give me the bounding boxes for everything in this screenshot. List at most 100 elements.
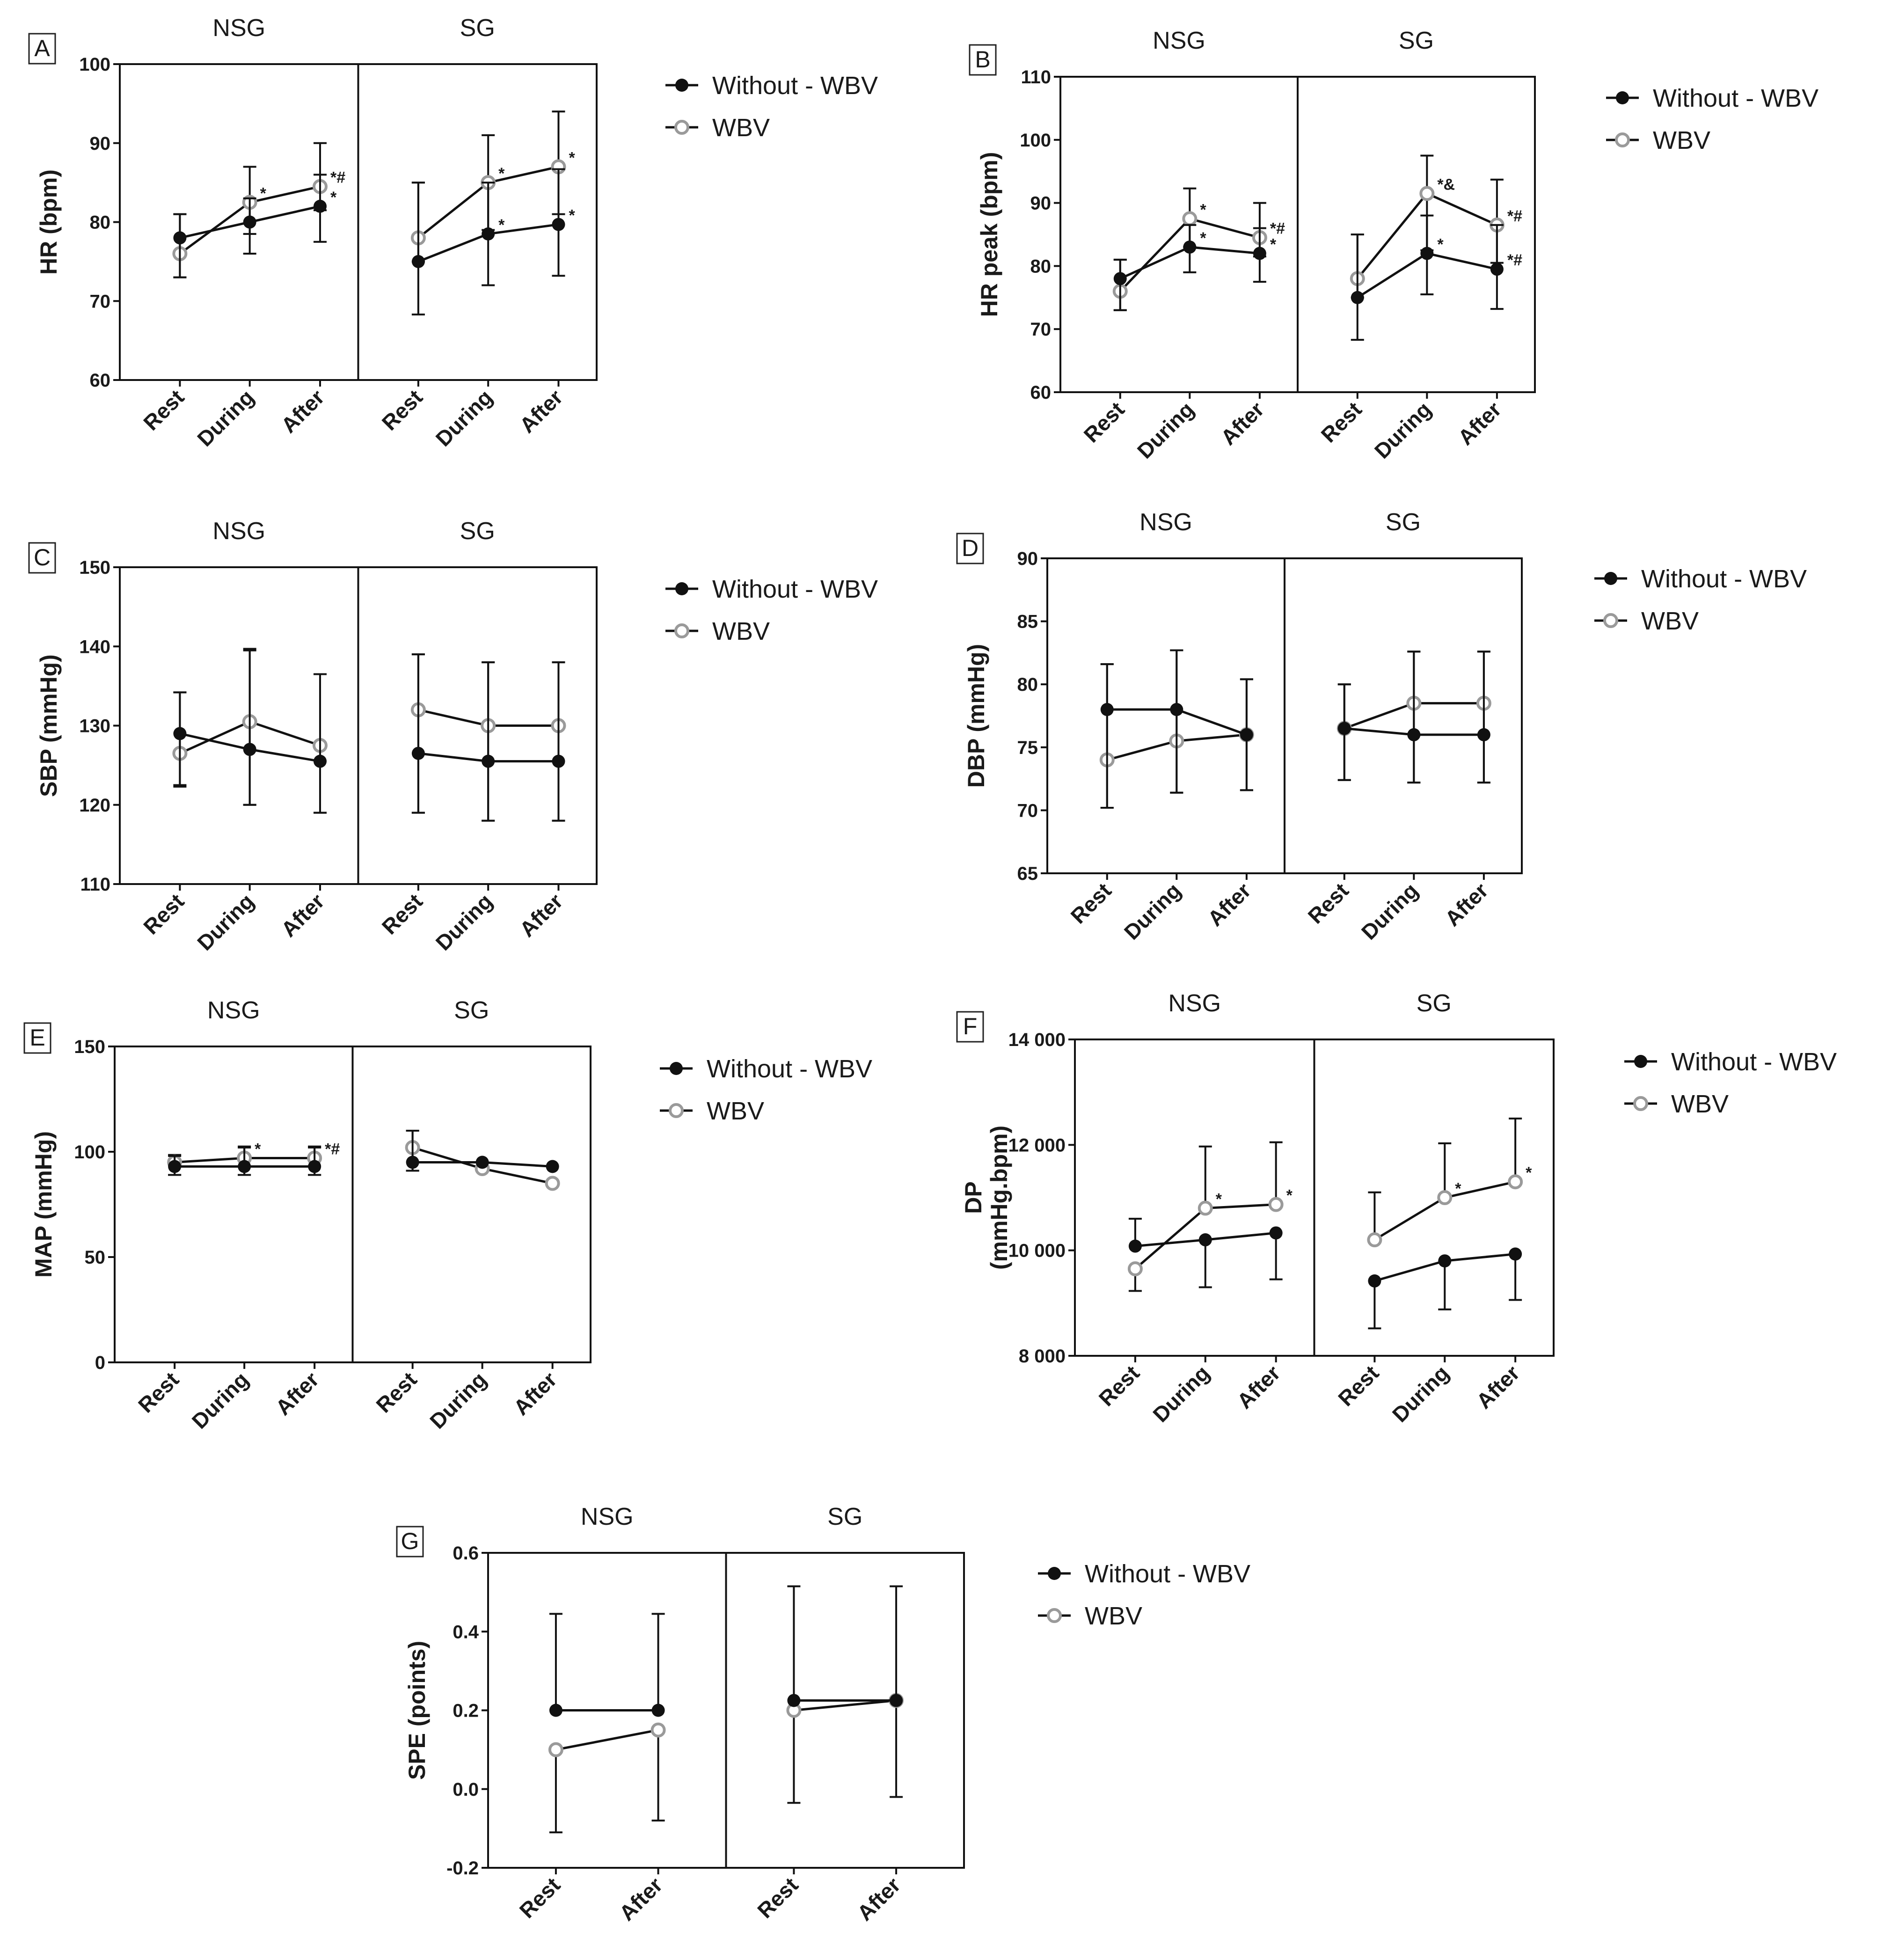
x-tick-label-rest: Rest — [515, 1872, 565, 1923]
group-title-sg: SG — [827, 1503, 862, 1530]
legend-label-without-wbv: Without - WBV — [712, 72, 878, 100]
legend-marker-wbv — [1615, 132, 1630, 147]
data-point-without-wbv — [238, 1160, 251, 1173]
panel-label-box — [956, 1011, 984, 1043]
y-tick-label: 100 — [79, 54, 110, 75]
series-without-wbv-sg — [1337, 651, 1490, 784]
x-tick-label-rest: Rest — [752, 1872, 803, 1923]
significance-marker: * — [569, 149, 575, 167]
x-tick-label-after: After — [515, 889, 568, 942]
data-point-wbv — [650, 1722, 666, 1738]
data-point-without-wbv — [1269, 1226, 1283, 1240]
y-tick-label: 65 — [1017, 863, 1038, 884]
data-point-without-wbv — [549, 1704, 562, 1717]
y-axis-label-unit: (mmHg.bpm) — [986, 1126, 1012, 1270]
data-point-without-wbv — [168, 1160, 182, 1173]
series-without-wbv-nsg — [168, 1147, 321, 1176]
data-point-without-wbv — [173, 727, 187, 740]
y-tick-label: 75 — [1017, 738, 1038, 758]
group-title-nsg: NSG — [1139, 509, 1192, 536]
significance-marker: * — [1286, 1187, 1293, 1205]
data-point-without-wbv — [1438, 1254, 1452, 1268]
series-without-wbv-nsg — [173, 649, 327, 814]
x-tick-label-rest: Rest — [1333, 1360, 1383, 1411]
data-point-without-wbv — [406, 1156, 419, 1169]
x-tick-label-after: After — [515, 385, 568, 438]
legend-label-without-wbv: Without - WBV — [1085, 1560, 1250, 1588]
data-point-without-wbv — [173, 231, 187, 245]
legend-label-wbv: WBV — [1653, 126, 1710, 154]
x-tick-label-rest: Rest — [377, 889, 427, 939]
significance-marker: *# — [1507, 207, 1522, 225]
legend-marker-without-wbv — [675, 79, 688, 92]
series-without-wbv-sg — [1368, 1247, 1522, 1330]
x-tick-label-after: After — [271, 1367, 324, 1420]
series-wbv-sg: ** — [1367, 1118, 1532, 1248]
significance-marker: * — [1526, 1164, 1532, 1182]
legend-label-without-wbv: Without - WBV — [707, 1055, 872, 1083]
y-tick-label: 130 — [79, 716, 110, 737]
y-axis-label: SBP (mmHg) — [36, 654, 62, 797]
y-axis-label: MAP (mmHg) — [30, 1131, 57, 1278]
x-tick-label-after: After — [1216, 397, 1269, 450]
data-point-wbv — [1182, 211, 1198, 227]
group-title-sg: SG — [454, 997, 489, 1024]
panel-label: G — [401, 1528, 419, 1554]
y-tick-label: 90 — [1017, 549, 1038, 569]
series-without-wbv-sg: ** — [411, 168, 575, 315]
group-title-sg: SG — [460, 518, 495, 545]
series-without-wbv-sg — [411, 653, 565, 822]
significance-marker: * — [1455, 1180, 1461, 1198]
x-tick-label-after: After — [1472, 1360, 1525, 1413]
x-tick-label-after: After — [276, 889, 329, 942]
x-tick-label-rest: Rest — [1316, 397, 1366, 447]
legend-label-wbv: WBV — [1085, 1602, 1142, 1630]
y-tick-label: 14 000 — [1008, 1030, 1066, 1050]
x-tick-label-during: During — [425, 1367, 491, 1433]
x-tick-label-rest: Rest — [1303, 878, 1353, 928]
legend-marker-wbv — [674, 623, 689, 638]
group-title-nsg: NSG — [1168, 990, 1221, 1017]
significance-marker: * — [1270, 235, 1277, 253]
y-tick-label: 8 000 — [1019, 1346, 1066, 1367]
y-tick-label: 0.6 — [453, 1543, 479, 1564]
series-without-wbv-nsg: * * — [1113, 224, 1277, 311]
panel-label: B — [975, 46, 990, 73]
x-tick-label-rest: Rest — [139, 385, 189, 435]
legend-marker-wbv — [1603, 613, 1618, 628]
series-line — [794, 1699, 897, 1711]
significance-marker: * — [330, 189, 337, 206]
significance-marker: * — [498, 165, 505, 183]
x-tick-label-rest: Rest — [139, 889, 189, 939]
y-tick-label: 150 — [74, 1037, 105, 1057]
x-tick-label-after: After — [614, 1872, 667, 1925]
significance-marker: * — [1216, 1191, 1222, 1208]
y-axis-label: DP — [960, 1181, 986, 1214]
data-point-without-wbv — [1113, 272, 1127, 285]
x-tick-label-after: After — [509, 1367, 562, 1420]
significance-marker: * — [260, 184, 267, 202]
y-tick-label: 120 — [79, 795, 110, 816]
y-tick-label: 70 — [90, 291, 111, 312]
x-tick-label-during: During — [1388, 1360, 1454, 1427]
x-tick-label-rest: Rest — [1079, 397, 1129, 447]
data-point-without-wbv — [313, 199, 327, 213]
panel-label-box — [396, 1526, 424, 1558]
series-wbv-nsg: * * — [1127, 1141, 1293, 1292]
legend: Without - WBV WBV — [1594, 565, 1807, 635]
y-tick-label: 0.2 — [453, 1701, 479, 1721]
y-axis-label: HR (bpm) — [36, 169, 62, 275]
y-tick-label: 85 — [1017, 612, 1038, 632]
legend-label-without-wbv: Without - WBV — [1641, 565, 1807, 593]
series-without-wbv-sg — [787, 1585, 903, 1707]
legend-marker-without-wbv — [1616, 91, 1629, 104]
y-tick-label: 12 000 — [1008, 1135, 1066, 1156]
significance-marker: *# — [1507, 251, 1522, 269]
y-axis-label: SPE (points) — [404, 1641, 430, 1780]
legend-marker-without-wbv — [670, 1062, 683, 1075]
x-tick-label-during: During — [431, 889, 497, 955]
y-tick-label: 110 — [80, 874, 110, 895]
legend-marker-without-wbv — [1604, 572, 1617, 585]
